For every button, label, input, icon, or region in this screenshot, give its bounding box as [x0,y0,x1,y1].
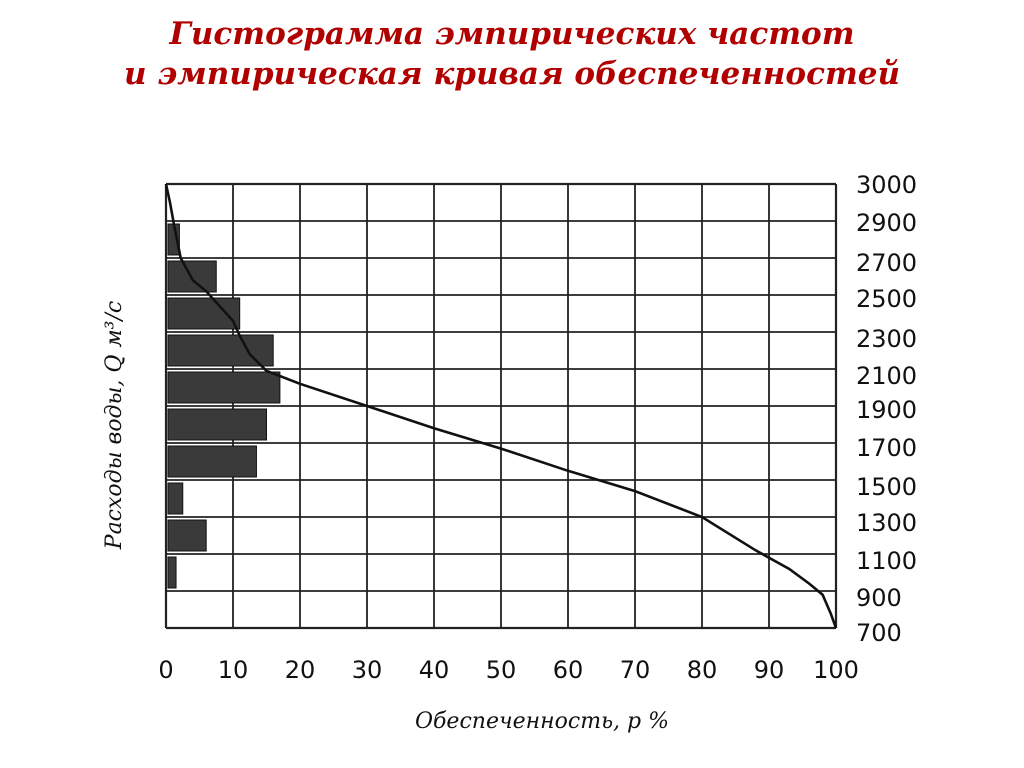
grid [164,182,838,630]
x-tick-labels: 0 10 20 30 40 50 60 70 80 90 100 [158,656,859,684]
chart-title-line-1: Гистограмма эмпирических частот [169,16,855,52]
x-axis-label: Обеспеченность, р % [415,709,669,734]
chart-title: Гистограмма эмпирических частот и эмпири… [0,14,1024,94]
y-tick-label: 900 [856,584,902,612]
histogram-bar [167,297,241,330]
x-tick-label: 10 [218,656,249,684]
histogram-bar [167,371,281,404]
y-tick-label: 1300 [856,509,917,537]
x-tick-label: 40 [419,656,450,684]
y-tick-label: 1900 [856,396,917,424]
y-tick-label: 1500 [856,473,917,501]
y-tick-label: 700 [856,619,902,647]
y-axis-label: Расходы воды, Q м³/с [102,301,127,550]
x-tick-label: 50 [486,656,517,684]
histogram-bars [167,223,281,589]
x-tick-label: 100 [813,656,859,684]
x-tick-label: 90 [754,656,785,684]
y-tick-label: 2500 [856,285,917,313]
x-tick-label: 80 [687,656,718,684]
histogram-bar [167,482,184,515]
y-tick-label: 2700 [856,249,917,277]
y-tick-labels: 3000 2900 2700 2500 2300 2100 1900 1700 1500 1300… [856,171,917,647]
y-tick-label: 1100 [856,547,917,575]
histogram-bar [167,445,257,478]
y-tick-label: 3000 [856,171,917,199]
y-tick-label: 2900 [856,209,917,237]
y-tick-label: 2300 [856,325,917,353]
x-tick-label: 20 [285,656,316,684]
histogram-bar [167,556,177,589]
histogram-bar [167,519,207,552]
y-tick-label: 2100 [856,362,917,390]
x-tick-label: 60 [553,656,584,684]
chart-title-line-2: и эмпирическая кривая обеспеченностей [123,56,901,92]
x-tick-label: 30 [352,656,383,684]
histogram-bar [167,408,267,441]
x-tick-label: 70 [620,656,651,684]
supply-curve [164,183,838,629]
y-tick-label: 1700 [856,434,917,462]
x-tick-label: 0 [158,656,173,684]
